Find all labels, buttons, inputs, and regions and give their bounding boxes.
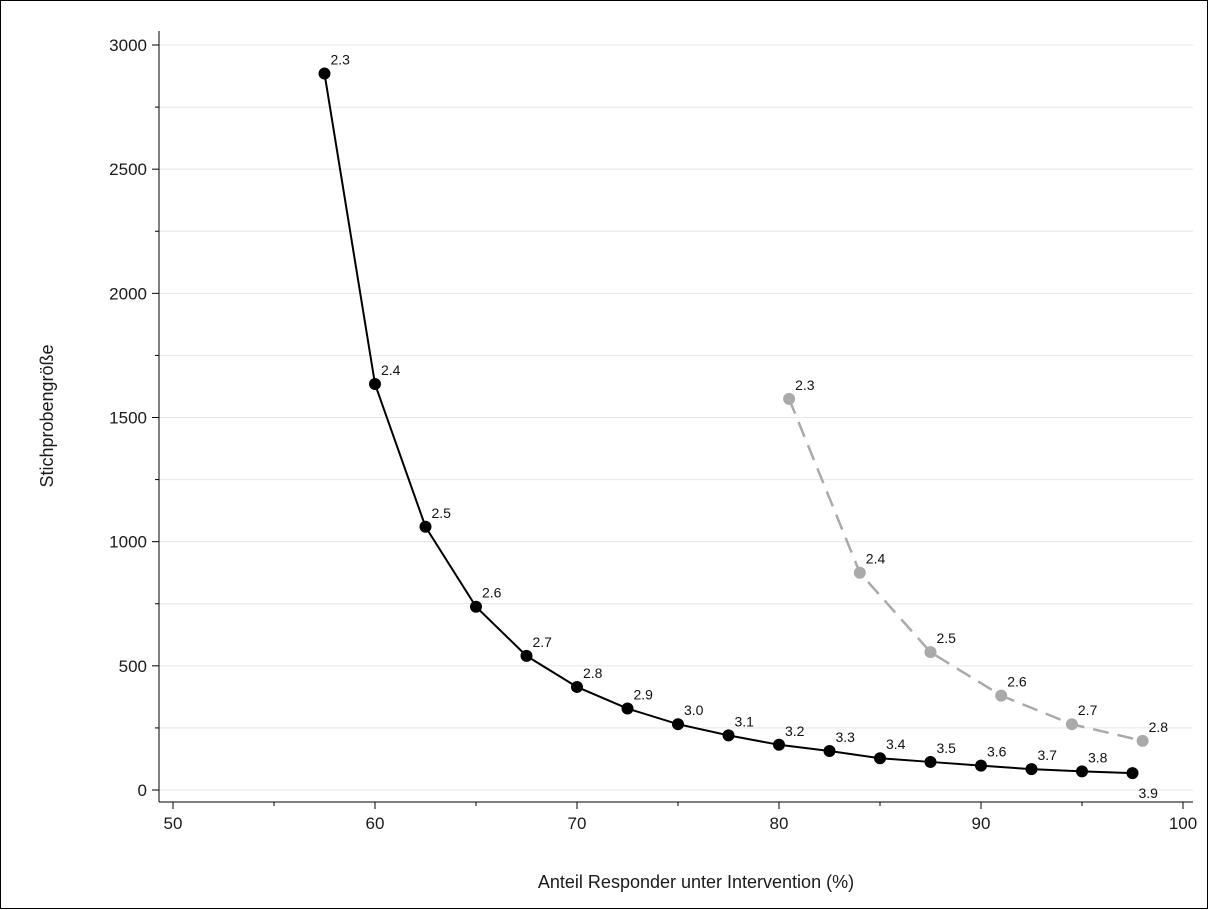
series-1-point-label: 2.9	[634, 687, 654, 703]
series-1-point-label: 3.5	[937, 740, 957, 756]
series-1-point	[419, 520, 432, 533]
series-1-point-label: 2.8	[583, 665, 603, 681]
y-tick-label: 500	[119, 657, 147, 676]
series-1-point	[318, 67, 331, 80]
series-2-point-label: 2.5	[937, 630, 957, 646]
x-tick-label: 100	[1169, 814, 1197, 833]
y-tick-label: 1500	[109, 409, 147, 428]
series-1-point	[975, 759, 987, 772]
series-1-point	[924, 755, 937, 768]
y-tick-label: 1000	[109, 533, 147, 552]
series-1-point	[672, 718, 684, 731]
y-tick-label: 3000	[109, 36, 147, 55]
y-tick-label: 2000	[109, 284, 147, 303]
series-1-point-label: 3.0	[684, 702, 704, 718]
series-1-point	[1025, 763, 1038, 776]
series-1-point-label: 2.7	[533, 634, 553, 650]
series-2-point	[783, 392, 796, 405]
x-tick-label: 90	[972, 814, 991, 833]
y-tick-label: 2500	[109, 160, 147, 179]
x-tick-label: 80	[770, 814, 789, 833]
series-1-point-label: 3.7	[1038, 747, 1058, 763]
series-1-point	[621, 702, 634, 715]
series-2-point	[995, 689, 1008, 702]
series-1-point	[470, 600, 482, 613]
series-1-point	[520, 649, 533, 662]
x-axis-title: Anteil Responder unter Intervention (%)	[538, 872, 854, 892]
series-1-point-label: 3.4	[886, 736, 906, 752]
series-1-point-label: 2.4	[381, 362, 401, 378]
y-tick-label: 0	[138, 781, 147, 800]
series-1-point-label: 2.5	[432, 505, 452, 521]
series-1-point-label: 3.6	[987, 744, 1007, 760]
series-1-point	[1076, 765, 1088, 778]
series-2-point	[924, 646, 937, 659]
series-1-line	[323, 73, 1133, 775]
series-2-point	[853, 566, 866, 579]
series-1-point-label: 2.3	[331, 52, 351, 68]
series-2-point-label: 2.3	[795, 377, 815, 393]
series-2-point-label: 2.7	[1078, 702, 1098, 718]
series-1-point-label: 3.3	[836, 729, 856, 745]
x-tick-label: 60	[366, 814, 385, 833]
series-2-line	[787, 398, 1143, 743]
series-1-point-label: 3.8	[1088, 749, 1108, 765]
x-tick-label: 70	[568, 814, 587, 833]
x-tick-label: 50	[164, 814, 183, 833]
series-2-point-label: 2.8	[1149, 719, 1169, 735]
series-1-point	[369, 377, 381, 390]
series-2-point-label: 2.4	[866, 551, 886, 567]
series-1-point	[1126, 767, 1139, 780]
series-1-point	[874, 752, 886, 765]
series-2-point-label: 2.6	[1007, 674, 1027, 690]
series-1-point-label: 3.2	[785, 723, 805, 739]
series-1-point-label: 3.9	[1139, 785, 1159, 801]
series-1-point	[722, 729, 735, 742]
series-2-point	[1136, 734, 1149, 747]
series-1-point-label: 3.1	[735, 713, 755, 729]
series-1-point	[773, 738, 785, 751]
series-1-point-label: 2.6	[482, 585, 502, 601]
y-axis-title: Stichprobengröße	[37, 344, 57, 487]
series-2-point	[1065, 718, 1078, 731]
series-1-point	[823, 745, 836, 758]
series-1-point	[571, 680, 583, 693]
